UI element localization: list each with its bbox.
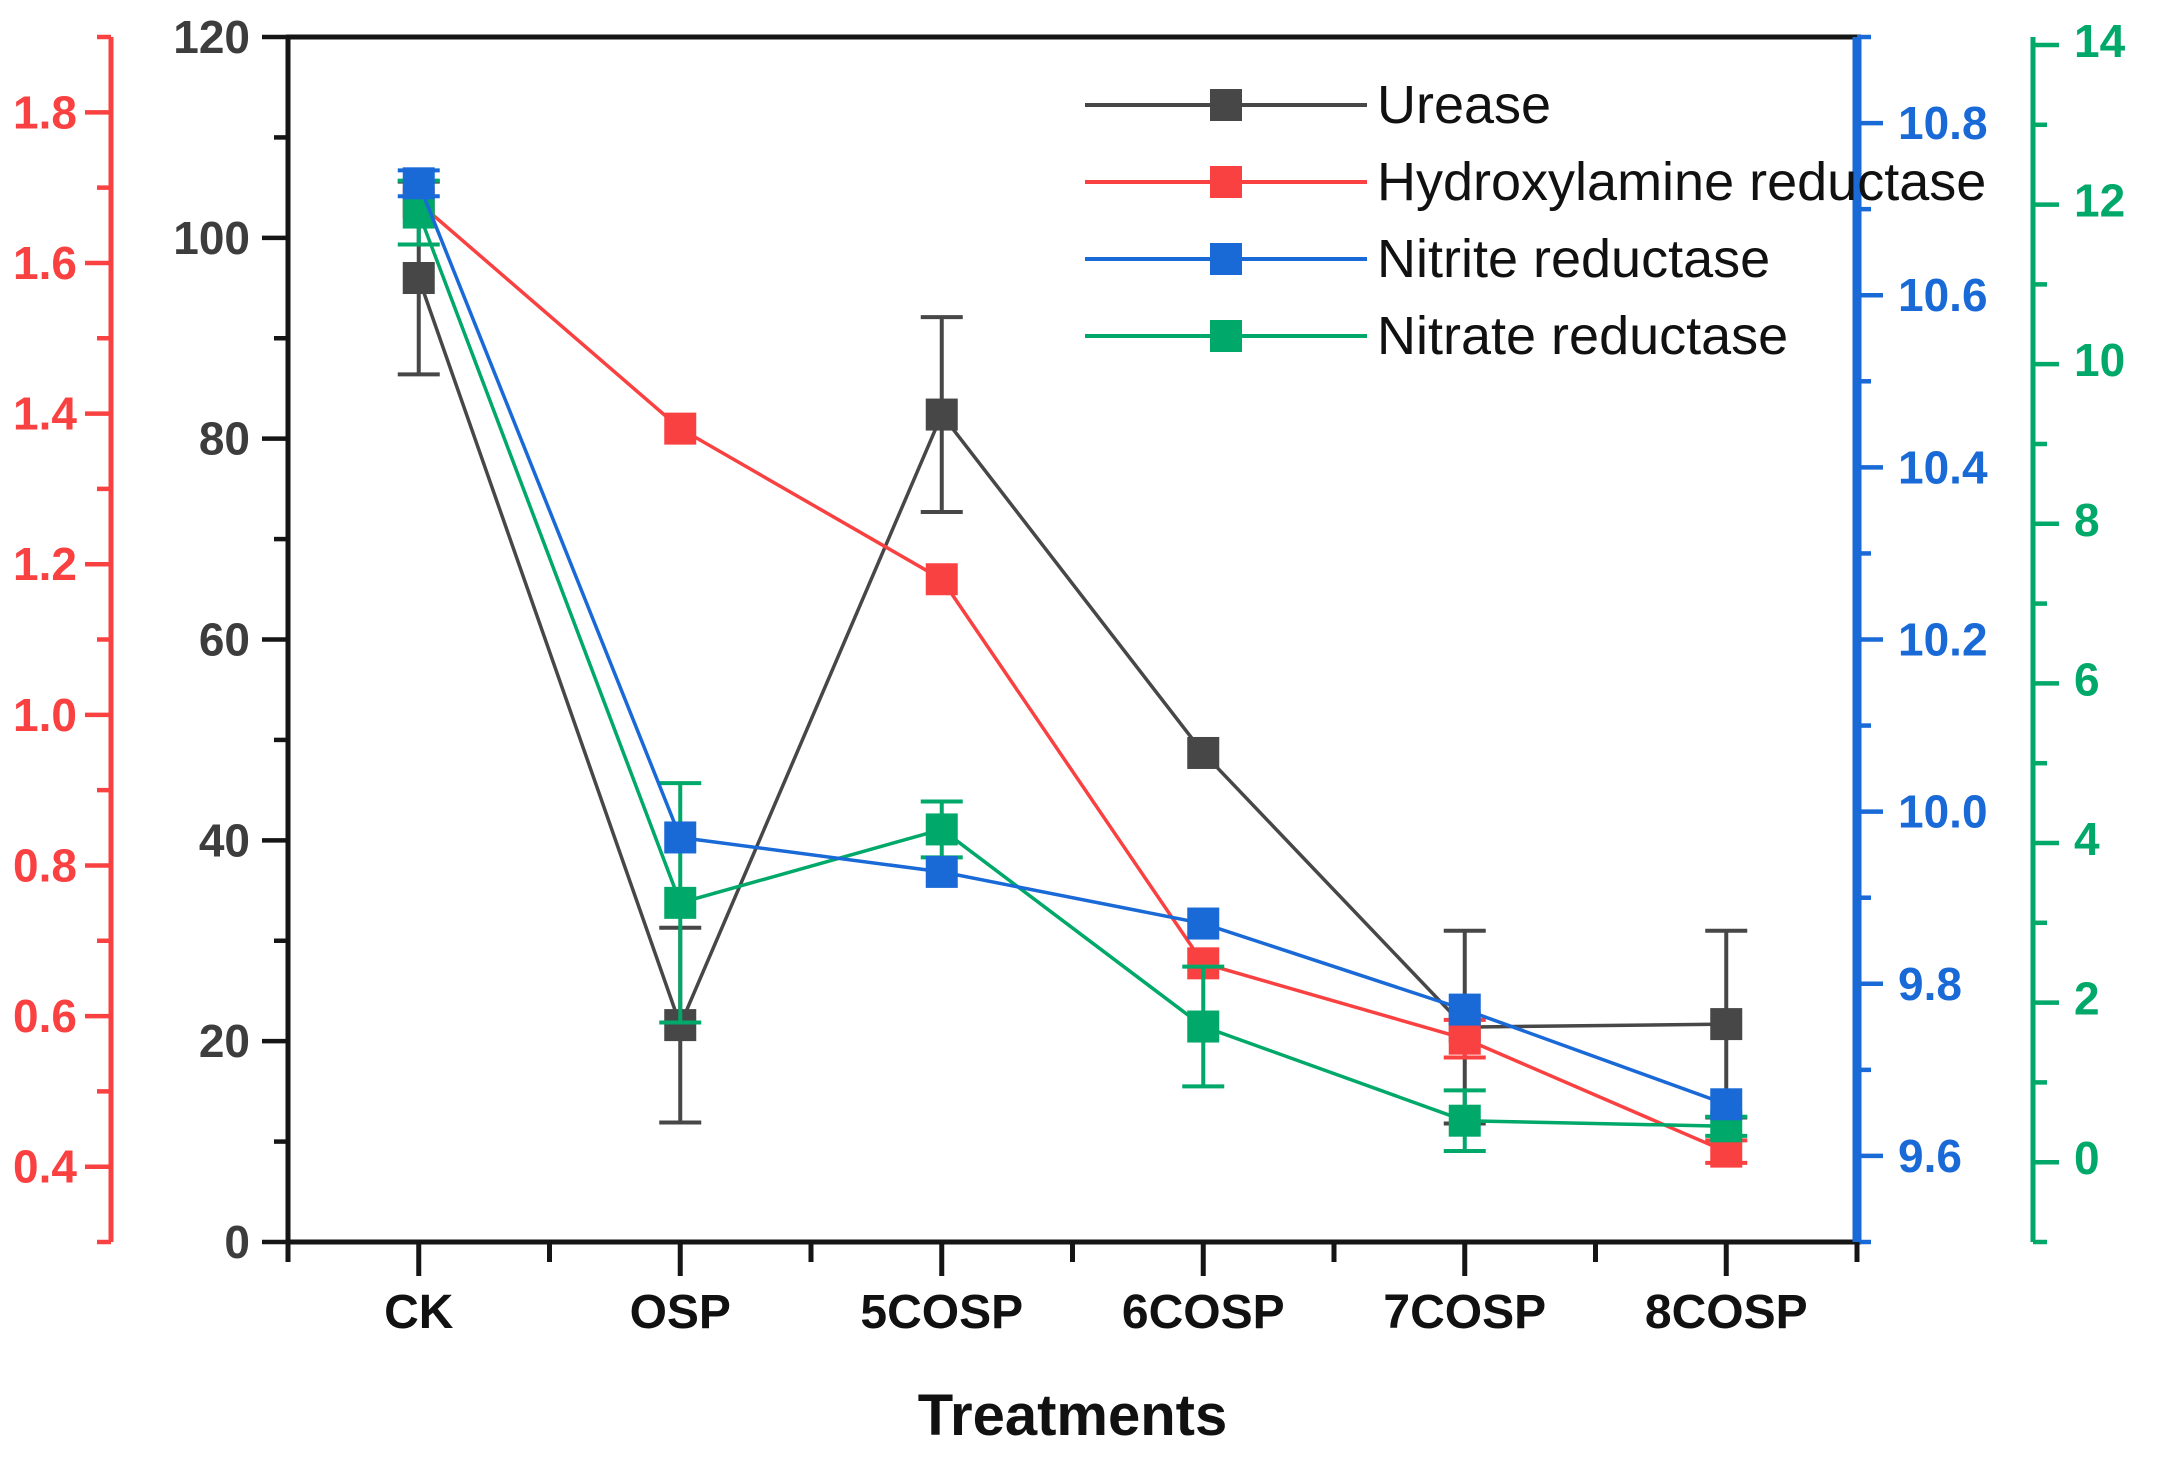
axis-nitrite-tick-label: 10.4 (1898, 441, 1988, 493)
axis-urease-tick-label: 0 (224, 1216, 250, 1268)
legend-square (1210, 165, 1242, 198)
data-point-5cosp (925, 813, 958, 846)
series-line (417, 182, 1727, 1106)
axis-nitrite-tick-label: 9.6 (1898, 1130, 1962, 1182)
legend-square (1210, 242, 1242, 275)
x-tick-label-7cosp: 7COSP (1383, 1286, 1546, 1339)
x-tick-label-5cosp: 5COSP (860, 1286, 1023, 1339)
data-point-8cosp (1710, 1088, 1743, 1121)
x-tick-label-8cosp: 8COSP (1645, 1286, 1808, 1339)
data-point-osp (664, 821, 697, 854)
data-point-osp (664, 412, 697, 445)
legend-item-hydroxylamine-reductase: Hydroxylamine reductase (1085, 143, 1986, 220)
x-tick-label-ck: CK (384, 1286, 454, 1339)
axis-nitrate-tick-label: 12 (2074, 175, 2125, 227)
axis-urease-tick-label: 20 (199, 1015, 250, 1067)
axis-urease-tick-label: 60 (199, 614, 250, 666)
axis-hydroxylamine-tick-label: 0.8 (13, 839, 77, 891)
axis-urease-tick-label: 120 (173, 11, 250, 63)
legend-item-nitrate-reductase: Nitrate reductase (1085, 297, 1986, 374)
axis-nitrite-tick-label: 10.6 (1898, 269, 1988, 321)
legend-label: Urease (1377, 74, 1552, 135)
data-point-6cosp (1187, 907, 1220, 940)
legend-marker-hydroxylamine-reductase (1085, 165, 1367, 199)
axis-nitrite: 9.6 9.8 10.0 10.2 10.4 10.6 10.8 (1852, 34, 1988, 1245)
axis-hydroxylamine-tick-label: 1.2 (13, 538, 77, 590)
legend-item-nitrite-reductase: Nitrite reductase (1085, 220, 1986, 297)
data-point-7cosp (1448, 1104, 1481, 1137)
data-point-5cosp (925, 398, 958, 431)
axis-hydroxylamine-tick-label: 0.4 (13, 1141, 77, 1193)
axis-nitrite-tick-label: 10.8 (1898, 97, 1988, 149)
legend-square (1210, 319, 1242, 352)
axis-urease-tick-label: 100 (173, 212, 250, 264)
data-point-6cosp (1187, 1010, 1220, 1043)
legend-item-urease: Urease (1085, 66, 1986, 143)
legend-marker-urease (1085, 88, 1367, 122)
axis-hydroxylamine-tick-label: 1.8 (13, 86, 77, 138)
legend-marker-nitrate-reductase (1085, 319, 1367, 353)
axis-urease: 0 20 40 60 80 100 120 (173, 11, 291, 1268)
axis-nitrate-tick-label: 2 (2074, 973, 2100, 1025)
series-line (417, 277, 1727, 1030)
x-tick-label-6cosp: 6COSP (1122, 1286, 1285, 1339)
legend-marker-nitrite-reductase (1085, 242, 1367, 276)
axis-hydroxylamine-tick-label: 0.6 (13, 990, 77, 1042)
data-point-6cosp (1187, 736, 1220, 769)
axis-nitrite-tick-label: 9.8 (1898, 958, 1962, 1010)
axis-nitrate-tick-label: 0 (2074, 1132, 2100, 1184)
axis-urease-tick-label: 40 (199, 814, 250, 866)
axis-nitrate-tick-label: 4 (2074, 813, 2100, 865)
axis-nitrate: 0 2 4 6 8 10 12 14 (2030, 15, 2126, 1245)
data-point-ck (402, 262, 435, 294)
chart-legend: Urease Hydroxylamine reductase Nitrite red… (1085, 66, 1986, 374)
data-point-ck (402, 167, 435, 200)
axis-urease-tick-label: 80 (199, 413, 250, 465)
legend-label: Hydroxylamine reductase (1377, 151, 1987, 212)
series-line (417, 201, 1727, 1154)
series-nitrite-reductase (397, 167, 1743, 1121)
data-point-osp (664, 886, 697, 919)
axis-nitrite-tick-label: 10.0 (1898, 786, 1988, 838)
axis-hydroxylamine-tick-label: 1.0 (13, 689, 77, 741)
legend-square (1210, 88, 1242, 121)
series-urease (397, 179, 1748, 1126)
data-point-8cosp (1710, 1008, 1743, 1041)
axis-nitrite-tick-label: 10.2 (1898, 614, 1988, 666)
x-tick-label-osp: OSP (630, 1286, 731, 1339)
data-point-7cosp (1448, 1022, 1481, 1055)
series-line (417, 211, 1727, 1129)
legend-label: Nitrite reductase (1377, 228, 1771, 289)
axis-nitrate-tick-label: 6 (2074, 653, 2100, 705)
axis-hydroxylamine-tick-label: 1.4 (13, 388, 77, 440)
axis-x: CK OSP 5COSP 6COSP 7COSP 8COSP (285, 1242, 1860, 1339)
data-point-5cosp (925, 855, 958, 888)
data-point-5cosp (925, 563, 958, 596)
x-axis-title: Treatments (917, 1383, 1228, 1448)
axis-hydroxylamine: 0.4 0.6 0.8 1.0 1.2 1.4 1.6 1.8 (13, 34, 114, 1245)
axis-nitrate-tick-label: 14 (2074, 15, 2126, 67)
axis-nitrate-tick-label: 10 (2074, 334, 2125, 386)
axis-nitrate-tick-label: 8 (2074, 494, 2100, 546)
data-point-7cosp (1448, 993, 1481, 1026)
axis-hydroxylamine-tick-label: 1.6 (13, 237, 77, 289)
legend-label: Nitrate reductase (1377, 305, 1789, 366)
